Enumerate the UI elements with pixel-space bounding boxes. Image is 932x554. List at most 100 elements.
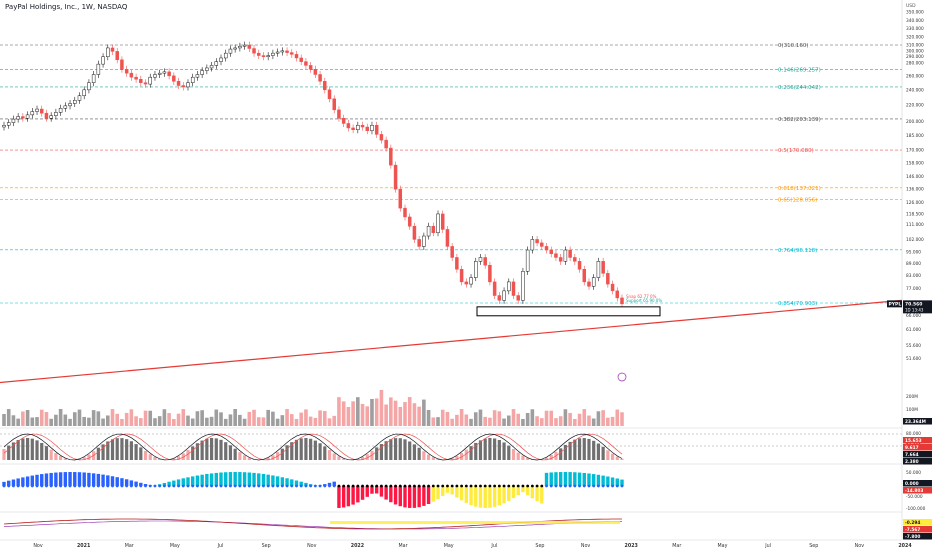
volume-bar-122: [578, 414, 582, 426]
mid-dot-83: [394, 485, 397, 488]
mid-bar-123: [583, 473, 586, 486]
volume-bar-119: [564, 409, 568, 426]
stoch-tag-d: 2.380: [905, 459, 919, 465]
mid-dot-92: [437, 485, 440, 488]
mid-dot-36: [172, 485, 175, 488]
volume-bar-54: [257, 417, 261, 426]
mid-bar-84: [399, 486, 402, 506]
low-band: [330, 521, 620, 524]
candle-body-55: [262, 56, 265, 57]
stoch-bar-129: [611, 454, 614, 460]
mid-dot-131: [621, 485, 624, 488]
stoch-bar-49: [234, 449, 237, 460]
time-label-18: Nov: [855, 543, 865, 549]
mid-bar-113: [535, 486, 538, 501]
mid-bar-48: [229, 472, 232, 486]
mid-dot-3: [17, 485, 20, 488]
volume-bar-30: [144, 411, 148, 426]
volume-bar-71: [337, 397, 341, 426]
stoch-bar-31: [149, 454, 152, 460]
mid-bar-118: [559, 472, 562, 486]
mid-dot-47: [224, 485, 227, 488]
mid-dot-107: [507, 485, 510, 488]
candle-body-56: [267, 56, 270, 57]
candle-body-50: [238, 46, 241, 48]
volume-bar-57: [271, 412, 275, 426]
stoch-bar-68: [323, 446, 326, 460]
volume-bar-66: [314, 418, 318, 426]
volume-bar-16: [78, 410, 82, 426]
mid-bar-18: [87, 473, 90, 486]
candle-body-2: [12, 119, 15, 122]
mid-dot-21: [102, 485, 105, 488]
mid-dot-34: [163, 485, 166, 488]
mid-dot-130: [616, 485, 619, 488]
mid-bar-99: [469, 486, 472, 505]
mid-dot-25: [121, 485, 124, 488]
mid-bar-52: [248, 472, 251, 486]
volume-bar-53: [252, 410, 256, 426]
candle-body-127: [602, 261, 605, 273]
mid-dot-90: [427, 485, 430, 488]
mid-dot-128: [606, 485, 609, 488]
stoch-bar-89: [422, 451, 425, 460]
price-tick-3: 320.000: [906, 34, 924, 40]
candle-body-66: [314, 69, 317, 74]
fib-label-7: 0.764(96.118): [778, 248, 817, 254]
volume-bar-87: [413, 403, 417, 426]
mid-bar-46: [219, 473, 222, 486]
stoch-bar-5: [26, 438, 29, 460]
mid-dot-110: [522, 485, 525, 488]
volume-bar-65: [309, 417, 313, 426]
price-tick-22: 89.000: [906, 261, 921, 267]
mid-bar-125: [592, 474, 595, 486]
time-label-16: Jul: [764, 543, 771, 549]
stoch-bar-128: [606, 450, 609, 460]
mid-bar-98: [465, 486, 468, 503]
mid-dot-1: [7, 485, 10, 488]
candle-body-12: [59, 108, 62, 112]
mid-dot-68: [323, 485, 326, 488]
mid-dot-70: [333, 485, 336, 488]
volume-bar-13: [64, 415, 68, 426]
mid-dot-103: [489, 485, 492, 488]
volume-bar-126: [597, 411, 601, 426]
mid-dot-58: [276, 485, 279, 488]
stoch-bar-28: [134, 444, 137, 460]
volume-bar-4: [21, 412, 25, 426]
price-tick-19: 111.000: [906, 222, 924, 228]
stoch-bar-59: [281, 449, 284, 460]
candle-body-21: [102, 57, 105, 64]
mid-dot-96: [455, 485, 458, 488]
mid-dot-69: [328, 485, 331, 488]
mid-dot-65: [309, 485, 312, 488]
mid-bar-105: [498, 486, 501, 505]
stoch-bar-51: [243, 455, 246, 460]
candle-body-86: [408, 217, 411, 226]
stoch-bar-66: [314, 441, 317, 460]
candle-body-51: [243, 45, 246, 46]
time-label-3: May: [170, 543, 180, 549]
mid-bar-22: [106, 475, 109, 486]
stoch-bar-102: [484, 439, 487, 460]
candle-body-44: [210, 65, 213, 68]
candle-body-81: [385, 140, 388, 148]
stoch-bar-43: [205, 439, 208, 460]
mid-dot-22: [106, 485, 109, 488]
time-label-5: Sep: [262, 543, 271, 549]
mid-dot-42: [201, 485, 204, 488]
mid-bar-89: [422, 486, 425, 506]
volume-tick-0: 200M: [906, 394, 918, 400]
volume-bar-56: [266, 410, 270, 426]
candle-body-52: [248, 45, 251, 48]
candle-body-124: [587, 282, 590, 286]
time-label-6: Nov: [307, 543, 317, 549]
candle-body-79: [375, 125, 378, 134]
mid-bar-103: [488, 486, 491, 508]
mid-bar-9: [45, 473, 48, 486]
mid-dot-45: [215, 485, 218, 488]
volume-tick-1: 100M: [906, 407, 918, 413]
candle-body-95: [451, 246, 454, 257]
stoch-bar-64: [304, 438, 307, 460]
